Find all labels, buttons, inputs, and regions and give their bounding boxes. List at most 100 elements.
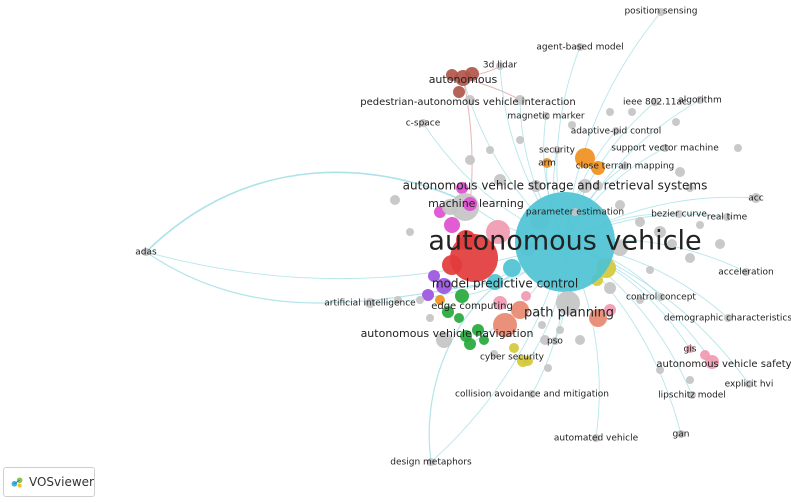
cluster-node[interactable] [667,239,677,249]
cluster-node[interactable] [516,136,524,144]
cluster-node[interactable] [589,309,607,327]
cluster-node[interactable] [675,167,685,177]
term-label-bezier-curve[interactable]: bezier curve [651,210,707,220]
node-support-vector-machine[interactable] [661,144,669,152]
term-label-autonomous-vehicle[interactable]: autonomous vehicle [428,226,701,257]
node-autonomous-vehicle-safety[interactable] [705,355,719,369]
term-label-design-metaphors[interactable]: design metaphors [390,458,472,468]
term-label-adaptive-pid-control[interactable]: adaptive-pid control [571,127,662,137]
term-label-c-space[interactable]: c-space [406,119,441,129]
node-lipschitz-model[interactable] [688,391,696,399]
term-label-algorithm[interactable]: algorithm [678,96,721,106]
term-label-demographic-characteristics[interactable]: demographic characteristics [664,314,791,324]
node-acceleration[interactable] [742,268,750,276]
cluster-node[interactable] [656,366,664,374]
cluster-node[interactable] [494,174,506,186]
cluster-node[interactable] [636,296,644,304]
cluster-node[interactable] [465,155,475,165]
cluster-node[interactable] [435,295,445,305]
term-label-path-planning[interactable]: path planning [524,306,614,321]
vosviewer-badge[interactable]: VOSviewer [3,467,95,497]
cluster-node[interactable] [465,95,475,105]
cluster-node[interactable] [521,291,531,301]
term-label-adas[interactable]: adas [135,248,157,258]
cluster-node[interactable] [436,332,452,348]
term-label-acceleration[interactable]: acceleration [718,268,773,278]
cluster-node[interactable] [685,253,695,263]
cluster-node[interactable] [503,259,521,277]
cluster-node[interactable] [686,376,694,384]
cluster-node[interactable] [509,343,519,353]
node-agent-based-model[interactable] [576,43,584,51]
node-autonomous-vehicle[interactable] [515,192,615,292]
cluster-node[interactable] [453,86,465,98]
cluster-node[interactable] [454,313,464,323]
node-design-metaphors[interactable] [427,458,435,466]
node-gis[interactable] [686,345,694,353]
cluster-node[interactable] [604,304,616,316]
node-artificial-intelligence[interactable] [365,298,375,308]
cluster-node[interactable] [593,181,603,191]
cluster-node[interactable] [493,296,507,310]
node-pedestrian-autonomous-vehicle-interaction[interactable] [515,95,525,105]
node-demographic-characteristics[interactable] [724,314,732,322]
cluster-node[interactable] [654,226,666,238]
node-algorithm[interactable] [696,96,704,104]
node-parameter-estimation[interactable] [571,208,579,216]
node-control-concept[interactable] [657,293,665,301]
cluster-node[interactable] [568,121,576,129]
cluster-node[interactable] [696,221,704,229]
cluster-node[interactable] [394,296,402,304]
term-label-gis[interactable]: gis [684,345,697,355]
term-label-parameter-estimation[interactable]: parameter estimation [526,208,624,218]
node-gan[interactable] [677,430,685,438]
cluster-node[interactable] [486,220,510,244]
term-label-gan[interactable]: gan [673,430,690,440]
cluster-node[interactable] [672,118,680,126]
cluster-node[interactable] [428,270,440,282]
node-autonomous-vehicle-navigation[interactable] [464,338,476,350]
term-label-autonomous-vehicle-safety[interactable]: autonomous vehicle safety [656,359,791,370]
cluster-node[interactable] [646,266,654,274]
term-label-machine-learning[interactable]: machine learning [428,197,524,210]
cluster-node[interactable] [426,314,434,322]
cluster-node[interactable] [544,364,552,372]
cluster-node[interactable] [575,148,595,168]
term-label-collision-avoidance-and-mitigation[interactable]: collision avoidance and mitigation [455,390,609,400]
node-cyber-security[interactable] [523,356,533,366]
term-label-control-concept[interactable]: control concept [626,293,696,303]
cluster-node[interactable] [479,335,489,345]
cluster-node[interactable] [591,161,605,175]
node-collision-avoidance-and-mitigation[interactable] [528,390,536,398]
cluster-node[interactable] [538,321,546,329]
term-label-autonomous-vehicle-storage-and-retrieval-systems[interactable]: autonomous vehicle storage and retrieval… [403,179,708,193]
node-magnetic-marker[interactable] [542,112,550,120]
node-model-predictive-control[interactable] [487,274,503,290]
node-automated-vehicle[interactable] [592,434,600,442]
cluster-node[interactable] [422,289,434,301]
cluster-node[interactable] [686,184,694,192]
term-label-explicit-hvi[interactable]: explicit hvi [725,380,774,390]
node-adas[interactable] [142,248,150,256]
cluster-node[interactable] [444,217,460,233]
term-label-autonomous[interactable]: autonomous [429,73,498,86]
cluster-node[interactable] [442,306,454,318]
term-label-position-sensing[interactable]: position sensing [624,7,697,17]
cluster-node[interactable] [486,146,494,154]
node-machine-learning[interactable] [463,197,477,211]
term-label-support-vector-machine[interactable]: support vector machine [611,144,719,154]
cluster-node[interactable] [416,296,424,304]
node-ieee-802-11ac[interactable] [651,98,659,106]
cluster-node[interactable] [575,335,585,345]
cluster-node[interactable] [556,326,564,334]
node-explicit-hvi[interactable] [745,380,753,388]
term-label-autonomous-vehicle-navigation[interactable]: autonomous vehicle navigation [361,327,534,340]
node-adaptive-pid-control[interactable] [612,127,620,135]
cluster-node[interactable] [530,180,542,192]
cluster-node[interactable] [606,108,614,116]
term-label-edge-computing[interactable]: edge computing [431,301,513,312]
node-acc[interactable] [751,193,761,203]
cluster-node[interactable] [615,200,625,210]
term-label-lipschitz-model[interactable]: lipschitz model [658,391,726,401]
